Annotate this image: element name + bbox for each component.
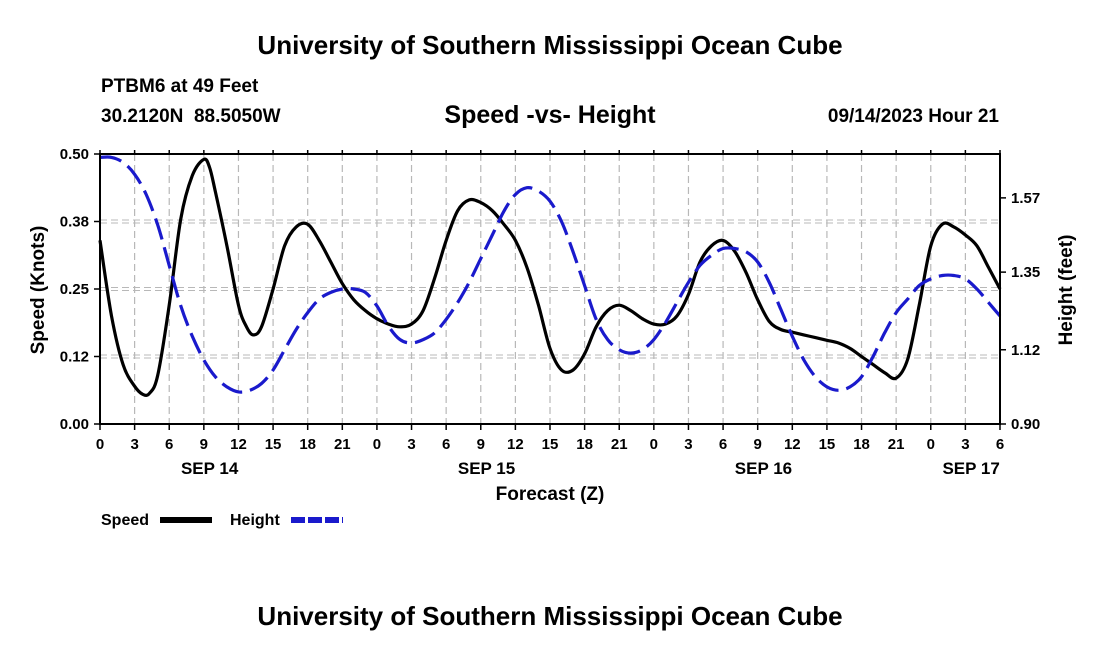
date-label: SEP 14 (181, 459, 239, 478)
x-tick-label: 6 (442, 436, 450, 453)
x-tick-label: 3 (961, 436, 969, 453)
x-tick-label: 9 (477, 436, 485, 453)
x-tick-label: 0 (650, 436, 658, 453)
series-line-height (99, 155, 1002, 394)
legend-label-height: Height (230, 512, 280, 529)
x-tick-label: 0 (373, 436, 381, 453)
y2-tick-label: 1.12 (1011, 342, 1040, 359)
date-label: SEP 15 (458, 459, 515, 478)
page-title: University of Southern Mississippi Ocean… (257, 30, 843, 60)
axes: 0 3 6 9 12 15 18 21 0 3 6 9 12 15 18 21 0 3 6 9 12 15 18 21 0 3 6S… (60, 146, 1040, 478)
x-tick-label: 6 (719, 436, 727, 453)
x-tick-label: 21 (334, 436, 351, 453)
x-tick-label: 18 (853, 436, 870, 453)
chart-title: Speed -vs- Height (444, 101, 656, 129)
x-tick-label: 15 (542, 436, 559, 453)
x-tick-label: 6 (996, 436, 1004, 453)
y-tick-label: 0.00 (60, 416, 89, 433)
y-tick-label: 0.25 (60, 281, 89, 298)
series-line-speed (98, 157, 1002, 397)
x-tick-label: 3 (684, 436, 692, 453)
x-tick-label: 6 (165, 436, 173, 453)
y-tick-label: 0.50 (60, 146, 89, 163)
legend-label-speed: Speed (101, 512, 149, 529)
x-tick-label: 0 (96, 436, 104, 453)
series-lines (98, 155, 1002, 397)
y-tick-label: 0.38 (60, 214, 89, 231)
x-tick-label: 3 (407, 436, 415, 453)
x-axis-label: Forecast (Z) (496, 484, 605, 505)
x-tick-label: 18 (299, 436, 316, 453)
x-tick-label: 21 (611, 436, 628, 453)
x-tick-label: 9 (200, 436, 208, 453)
date-label: SEP 17 (942, 459, 999, 478)
y-axis-label: Speed (Knots) (28, 226, 49, 355)
y2-tick-label: 1.57 (1011, 190, 1040, 207)
footer-title: University of Southern Mississippi Ocean… (257, 601, 843, 631)
x-tick-label: 18 (576, 436, 593, 453)
x-tick-label: 15 (265, 436, 282, 453)
y2-axis-label: Height (feet) (1056, 235, 1077, 346)
x-tick-label: 21 (888, 436, 905, 453)
legend: Speed Height (101, 512, 343, 529)
date-hour-label: 09/14/2023 Hour 21 (827, 106, 999, 127)
station-label: PTBM6 at 49 Feet (101, 76, 259, 97)
y2-tick-label: 0.90 (1011, 416, 1040, 433)
x-tick-label: 12 (507, 436, 524, 453)
x-tick-label: 12 (230, 436, 247, 453)
x-tick-label: 12 (784, 436, 801, 453)
coordinates-label: 30.2120N 88.5050W (101, 106, 281, 127)
y-tick-label: 0.12 (60, 349, 89, 366)
date-label: SEP 16 (735, 459, 792, 478)
x-tick-label: 0 (927, 436, 935, 453)
y2-tick-label: 1.35 (1011, 264, 1040, 281)
x-tick-label: 3 (130, 436, 138, 453)
x-tick-label: 15 (819, 436, 836, 453)
x-tick-label: 9 (754, 436, 762, 453)
